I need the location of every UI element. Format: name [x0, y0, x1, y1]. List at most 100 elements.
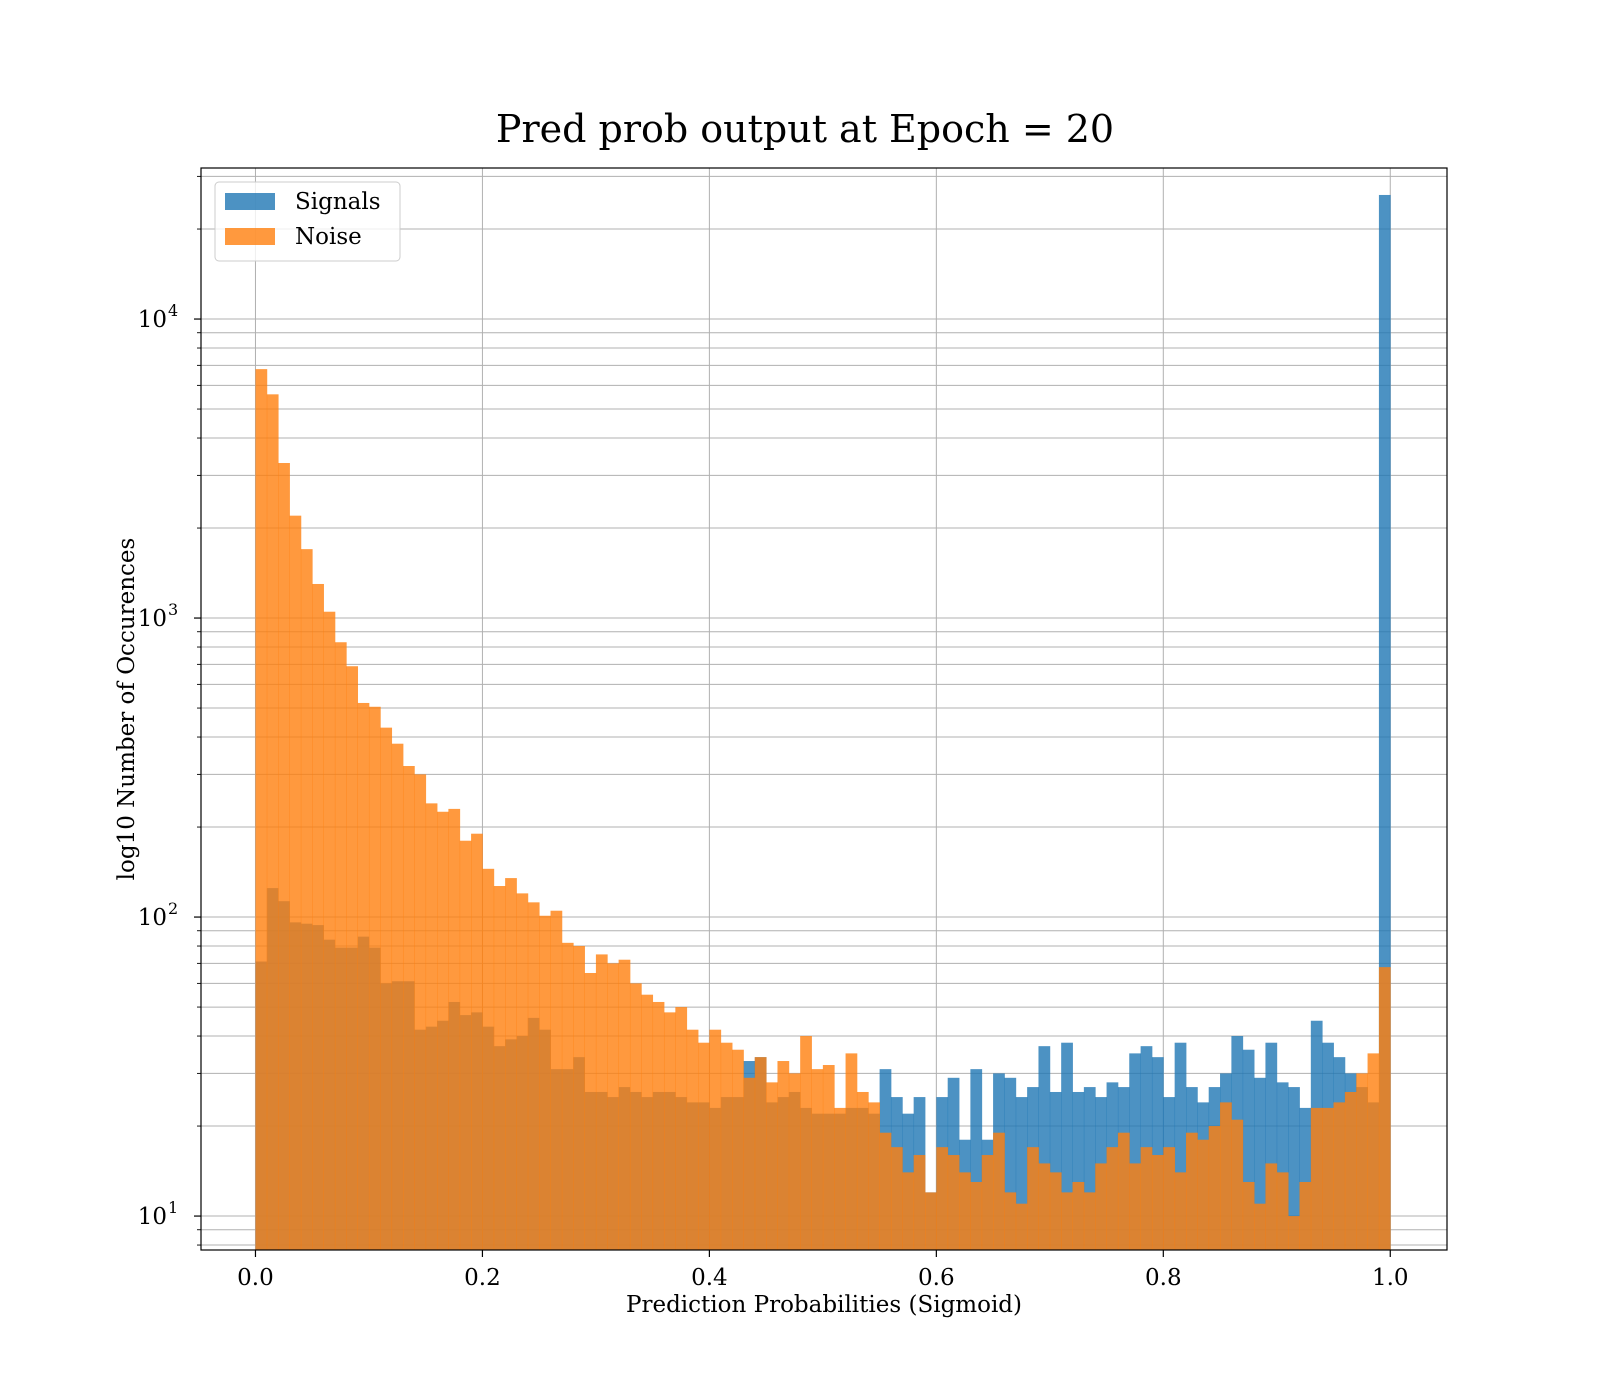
noise-bar-54	[868, 1102, 881, 1250]
x-tick-label: 0.0	[237, 1265, 274, 1291]
noise-bar-53	[856, 1091, 869, 1250]
noise-bar-11	[380, 727, 393, 1250]
noise-bar-75	[1106, 1147, 1119, 1250]
noise-bar-70	[1049, 1172, 1062, 1250]
noise-bar-13	[402, 766, 415, 1250]
noise-bar-18	[459, 840, 472, 1250]
noise-bar-66	[1004, 1192, 1017, 1250]
x-tick-label: 0.2	[464, 1265, 501, 1291]
signals-bar-88	[1254, 1077, 1266, 1250]
noise-bar-91	[1288, 1216, 1300, 1250]
noise-bar-72	[1072, 1181, 1085, 1250]
x-axis-label: Prediction Probabilities (Sigmoid)	[626, 1292, 1022, 1318]
noise-bar-50	[822, 1065, 835, 1250]
noise-bar-68	[1027, 1147, 1039, 1250]
y-tick-exponent: 4	[168, 301, 178, 320]
noise-bar-41	[720, 1042, 733, 1250]
noise-bar-48	[800, 1036, 812, 1250]
noise-bar-1	[266, 394, 279, 1250]
noise-bar-71	[1061, 1192, 1073, 1250]
noise-bar-45	[766, 1082, 778, 1250]
noise-bar-29	[584, 972, 597, 1250]
noise-bar-15	[425, 803, 438, 1250]
noise-bar-31	[607, 963, 620, 1250]
noise-bar-83	[1197, 1139, 1210, 1250]
noise-bar-81	[1174, 1172, 1187, 1250]
noise-bar-0	[255, 369, 268, 1251]
y-tick-exponent: 3	[168, 600, 178, 619]
noise-bar-25	[539, 915, 551, 1250]
noise-bar-17	[448, 808, 461, 1250]
noise-bar-62	[959, 1172, 971, 1250]
noise-bar-63	[970, 1181, 983, 1250]
legend-swatch-noise	[225, 228, 275, 245]
noise-bar-79	[1151, 1155, 1164, 1250]
signals-bar-90	[1276, 1082, 1289, 1250]
legend-label-signals: Signals	[295, 189, 381, 215]
signals-bar-79	[1151, 1057, 1164, 1250]
noise-bar-64	[981, 1155, 994, 1250]
noise-bar-60	[936, 1147, 949, 1250]
noise-bar-61	[947, 1155, 960, 1250]
noise-bar-52	[845, 1053, 858, 1250]
noise-bar-44	[754, 1057, 767, 1250]
noise-bar-96	[1344, 1091, 1357, 1250]
noise-bar-34	[641, 994, 654, 1250]
signals-bar-63	[970, 1069, 983, 1250]
noise-bar-92	[1299, 1181, 1312, 1250]
noise-bar-55	[879, 1132, 892, 1250]
noise-bar-19	[471, 833, 483, 1250]
noise-bar-16	[437, 811, 449, 1250]
noise-bar-23	[516, 893, 529, 1250]
signals-bar-77	[1129, 1053, 1142, 1250]
legend-label-noise: Noise	[295, 224, 362, 250]
noise-bar-51	[834, 1107, 846, 1250]
noise-bar-9	[357, 702, 370, 1250]
noise-bar-33	[629, 983, 642, 1250]
noise-bars	[255, 369, 1391, 1251]
noise-bar-2	[278, 463, 290, 1250]
noise-bar-84	[1208, 1126, 1221, 1250]
noise-bar-40	[709, 1029, 722, 1250]
signals-bar-73	[1083, 1087, 1096, 1250]
x-tick-label: 0.6	[918, 1265, 955, 1291]
noise-bar-74	[1095, 1163, 1107, 1250]
noise-bar-8	[346, 666, 359, 1250]
noise-bar-97	[1356, 1073, 1368, 1250]
noise-bar-57	[902, 1172, 915, 1250]
noise-bar-58	[913, 1155, 926, 1250]
noise-bar-93	[1310, 1107, 1323, 1250]
signals-bar-71	[1061, 1042, 1073, 1250]
signals-bar-92	[1299, 1107, 1312, 1250]
y-tick-exponent: 2	[168, 899, 178, 918]
noise-bar-90	[1276, 1172, 1289, 1250]
noise-bar-38	[686, 1029, 699, 1250]
y-tick-label: 10	[138, 307, 167, 333]
noise-bar-85	[1220, 1102, 1232, 1250]
noise-bar-14	[414, 774, 427, 1250]
noise-bar-4	[300, 549, 313, 1250]
noise-bar-30	[595, 954, 608, 1250]
noise-bar-36	[663, 1012, 676, 1250]
noise-bar-73	[1083, 1192, 1096, 1250]
y-tick-label: 10	[138, 905, 167, 931]
signals-bar-81	[1174, 1042, 1187, 1250]
signals-bar-67	[1015, 1097, 1028, 1250]
noise-bar-95	[1333, 1102, 1346, 1250]
signals-bar-66	[1004, 1077, 1017, 1250]
x-tick-label: 0.8	[1145, 1265, 1182, 1291]
noise-bar-24	[527, 902, 540, 1250]
noise-bar-32	[618, 959, 631, 1250]
noise-bar-28	[573, 946, 585, 1250]
signals-bar-69	[1038, 1046, 1051, 1250]
noise-bar-3	[289, 515, 302, 1250]
noise-bar-43	[743, 1077, 756, 1250]
noise-bar-88	[1254, 1203, 1266, 1250]
noise-bar-47	[788, 1073, 801, 1250]
y-tick-label: 10	[138, 606, 167, 632]
noise-bar-80	[1163, 1147, 1176, 1250]
noise-bar-65	[993, 1132, 1005, 1250]
noise-bar-37	[675, 1007, 688, 1250]
